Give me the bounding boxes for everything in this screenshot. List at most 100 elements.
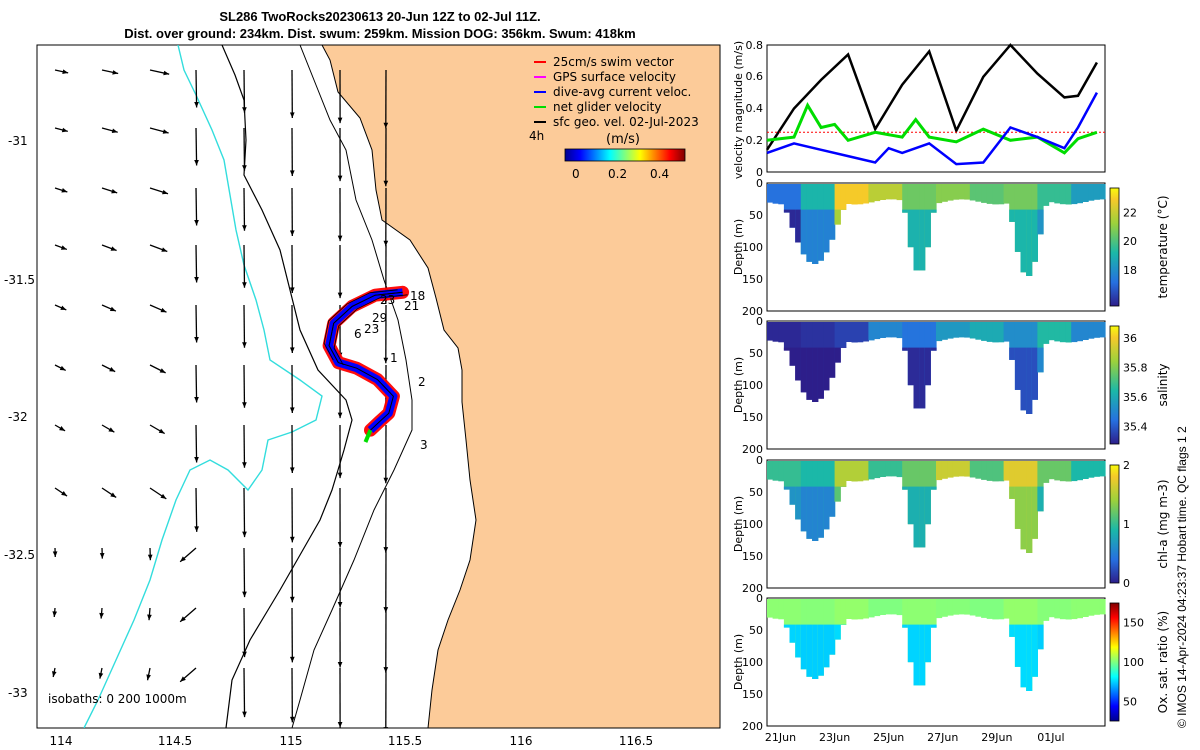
section-cell bbox=[1093, 322, 1100, 338]
section-deep-cell bbox=[919, 209, 926, 271]
section-cell bbox=[1003, 461, 1010, 481]
section-deep-cell bbox=[907, 209, 914, 248]
geo-velocity-arrowhead bbox=[242, 342, 247, 348]
section-cell bbox=[890, 599, 898, 615]
geo-velocity-arrowhead bbox=[60, 305, 67, 310]
net-velocity-segment bbox=[363, 429, 373, 443]
section-deep-cell bbox=[789, 347, 796, 366]
geo-velocity-arrowhead bbox=[242, 591, 247, 598]
geo-velocity-arrowhead bbox=[147, 614, 152, 621]
section-cell bbox=[1076, 184, 1083, 204]
section-deep-cell bbox=[812, 486, 819, 541]
section-deep-cell bbox=[795, 486, 802, 520]
section-cell bbox=[1043, 322, 1050, 344]
section-cell bbox=[902, 184, 909, 213]
section-deep-cell bbox=[800, 486, 807, 532]
section-cell bbox=[902, 599, 909, 628]
section-cell bbox=[941, 184, 948, 202]
geo-velocity-arrow bbox=[195, 187, 198, 226]
velocity-y-label: velocity magnitude (m/s) bbox=[732, 41, 745, 179]
section-cell bbox=[890, 461, 898, 477]
track-day-label: 2 bbox=[418, 375, 426, 389]
section-deep-cell bbox=[1026, 209, 1033, 276]
colorbar-tick: 18 bbox=[1123, 264, 1137, 277]
section-cell bbox=[896, 184, 903, 201]
isobath-200m-inner bbox=[291, 45, 413, 728]
section-deep-cell bbox=[806, 347, 813, 400]
section-cell bbox=[868, 461, 875, 480]
section-deep-cell bbox=[924, 347, 931, 386]
geo-velocity-arrowhead bbox=[289, 347, 295, 353]
geo-velocity-arrowhead bbox=[180, 616, 186, 622]
section-deep-cell bbox=[806, 624, 813, 677]
colorbar-tick: 35.8 bbox=[1123, 361, 1148, 374]
section-cell bbox=[851, 599, 858, 620]
geo-velocity-arrowhead bbox=[289, 112, 295, 118]
section-deep-cell bbox=[823, 347, 830, 391]
geo-velocity-arrow bbox=[195, 244, 198, 283]
section-cell bbox=[1099, 599, 1106, 615]
section-cell bbox=[767, 461, 774, 480]
section-cell bbox=[981, 322, 988, 341]
section-cell bbox=[896, 461, 903, 478]
isobath-1000m bbox=[83, 45, 323, 728]
geo-velocity-arrowhead bbox=[289, 716, 295, 723]
section-deep-cell bbox=[1009, 624, 1016, 637]
figure-title-line-2: Dist. over ground: 234km. Dist. swum: 25… bbox=[124, 26, 636, 41]
section-deep-cell bbox=[817, 486, 824, 538]
colorbar-label: salinity bbox=[1156, 363, 1170, 406]
speed-colorbar bbox=[564, 148, 686, 162]
section-colorbar bbox=[1109, 602, 1120, 722]
section-cell bbox=[958, 184, 965, 200]
colorbar-unit-label: (m/s) bbox=[606, 132, 640, 147]
geo-velocity-arrowhead bbox=[194, 336, 199, 343]
colorbar-tick: 35.4 bbox=[1123, 420, 1148, 433]
section-cell bbox=[998, 322, 1005, 343]
geo-velocity-arrowhead bbox=[159, 368, 166, 373]
colorbar-tick: 22 bbox=[1123, 206, 1137, 219]
section-cell bbox=[1099, 184, 1106, 200]
geo-velocity-arrowhead bbox=[383, 180, 389, 187]
section-deep-cell bbox=[1020, 347, 1027, 411]
map-xtick-115-5: 115.5 bbox=[388, 734, 422, 748]
geo-velocity-arrowhead bbox=[180, 556, 186, 562]
geo-velocity-arrowhead bbox=[109, 306, 116, 312]
geo-velocity-arrowhead bbox=[161, 247, 168, 252]
colorbar-tick: 0 bbox=[1123, 577, 1130, 590]
section-deep-cell bbox=[1009, 209, 1016, 222]
geo-velocity-arrowhead bbox=[289, 287, 295, 293]
section-cell bbox=[879, 599, 886, 615]
colorbar-label: Ox. sat. ratio (%) bbox=[1156, 611, 1170, 713]
section-cell bbox=[1048, 184, 1055, 203]
section-cell bbox=[1054, 461, 1061, 481]
section-deep-cell bbox=[1037, 347, 1044, 373]
section-xtick: 23Jun bbox=[819, 731, 850, 744]
section-deep-cell bbox=[806, 209, 813, 262]
section-cell bbox=[772, 184, 779, 204]
section-ytick: 0 bbox=[756, 315, 763, 328]
section-cell bbox=[851, 322, 858, 343]
track-day-label: 18 bbox=[410, 289, 425, 303]
section-deep-cell bbox=[823, 209, 830, 253]
section-deep-cell bbox=[834, 624, 841, 640]
map-ytick-31: -31 bbox=[8, 134, 28, 148]
section-deep-cell bbox=[783, 209, 791, 213]
velocity-axes bbox=[766, 44, 1106, 173]
section-cell bbox=[975, 322, 982, 340]
section-cell bbox=[975, 184, 982, 202]
section-deep-cell bbox=[924, 486, 931, 525]
section-ytick: 200 bbox=[742, 305, 763, 318]
track-day-label: 3 bbox=[420, 438, 428, 452]
section-cell bbox=[879, 322, 886, 338]
geo-velocity-arrowhead bbox=[110, 492, 117, 498]
section-cell bbox=[857, 599, 864, 620]
section-cell bbox=[767, 599, 774, 618]
section-deep-cell bbox=[834, 347, 841, 363]
section-cell bbox=[845, 322, 853, 342]
track-day-label: 6 bbox=[354, 327, 362, 341]
section-cell bbox=[936, 322, 943, 342]
section-cell bbox=[964, 599, 971, 615]
section-cell bbox=[1037, 599, 1044, 650]
section-deep-cell bbox=[834, 209, 841, 225]
